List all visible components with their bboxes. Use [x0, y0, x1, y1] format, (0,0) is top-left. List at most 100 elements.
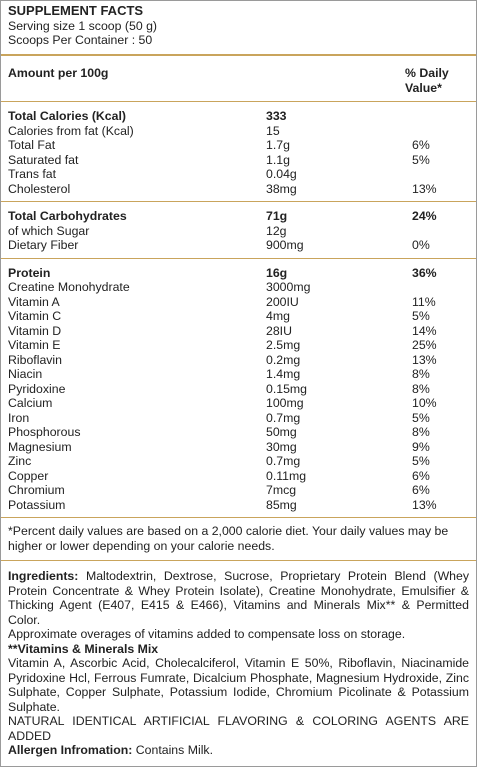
daily-value-header: % Daily Value* [405, 66, 449, 95]
nutrient-row: Riboflavin 0.2mg 13% [8, 353, 469, 368]
overages: Approximate overages of vitamins added t… [8, 627, 406, 641]
nutrient-amount: 1.1g [266, 152, 290, 167]
title: SUPPLEMENT FACTS [8, 3, 144, 18]
nutrient-name: Creatine Monohydrate [8, 280, 130, 294]
nutrient-name: Saturated fat [8, 152, 79, 167]
nutrient-row: Calcium 100mg 10% [8, 396, 469, 411]
nutrient-row: Cholesterol 38mg 13% [8, 182, 469, 197]
nutrient-name: Vitamin A [8, 294, 60, 309]
serving-size: Serving size 1 scoop (50 g) [8, 18, 158, 33]
column-header: Amount per 100g % Daily Value* [1, 56, 476, 102]
nutrient-daily-value: 13% [412, 181, 437, 196]
nutrient-daily-value: 10% [412, 396, 437, 410]
nutrient-row: Total Carbohydrates 71g 24% [8, 209, 469, 224]
nutrient-amount: 28IU [266, 323, 292, 338]
allergen: Allergen Infromation: Contains Milk. [8, 743, 469, 758]
nutrient-name: Calories from fat (Kcal) [8, 123, 134, 138]
nutrient-name: of which Sugar [8, 223, 90, 238]
nutrient-row: Protein 16g 36% [8, 266, 469, 281]
nutrient-daily-value: 25% [412, 338, 437, 352]
nutrient-name: Trans fat [8, 167, 57, 181]
ingredients-text: Maltodextrin, Dextrose, Sucrose, Proprie… [8, 569, 470, 627]
allergen-label: Allergen Infromation: [8, 743, 133, 757]
nutrient-section: Protein 16g 36% Creatine Monohydrate 3000mg V… [1, 259, 476, 518]
nutrient-name: Pyridoxine [8, 381, 66, 396]
nutrient-daily-value: 36% [412, 265, 437, 280]
nutrient-daily-value: 6% [412, 483, 430, 497]
nutrient-name: Total Calories (Kcal) [8, 109, 126, 123]
nutrient-daily-value: 13% [412, 497, 437, 512]
nutrient-name: Potassium [8, 497, 66, 512]
nutrient-name: Phosphorous [8, 425, 81, 439]
nutrient-amount: 50mg [266, 425, 297, 439]
nutrient-amount: 1.4mg [266, 367, 301, 381]
nutrient-daily-value: 24% [412, 209, 437, 223]
nutrient-name: Cholesterol [8, 181, 71, 196]
nutrient-daily-value: 0% [412, 238, 430, 252]
nutrient-amount: 333 [266, 109, 287, 123]
nutrient-row: of which Sugar 12g [8, 224, 469, 239]
nutrient-row: Calories from fat (Kcal) 15 [8, 124, 469, 139]
nutrient-name: Niacin [8, 367, 43, 381]
nutrient-daily-value: 13% [412, 352, 437, 367]
nutrient-daily-value: 5% [412, 309, 430, 323]
nutrient-row: Vitamin E 2.5mg 25% [8, 338, 469, 353]
nutrient-name: Vitamin E [8, 338, 61, 352]
ingredients-label: Ingredients: [8, 569, 79, 583]
nutrient-row: Total Calories (Kcal) 333 [8, 109, 469, 124]
allergen-text: Contains Milk. [135, 743, 213, 757]
nutrient-name: Copper [8, 468, 49, 483]
footnote: *Percent daily values are based on a 2,0… [1, 518, 476, 561]
nutrient-row: Phosphorous 50mg 8% [8, 425, 469, 440]
nutrient-row: Vitamin A 200IU 11% [8, 295, 469, 310]
nutrient-sections: Total Calories (Kcal) 333 Calories from fa… [1, 102, 476, 518]
nutrient-amount: 12g [266, 223, 287, 238]
nutrient-section: Total Carbohydrates 71g 24% of which Sugar 1… [1, 202, 476, 259]
nutrient-name: Total Fat [8, 138, 56, 152]
nutrient-name: Protein [8, 265, 51, 280]
nutrient-daily-value: 6% [412, 138, 430, 152]
nutrient-amount: 30mg [266, 439, 297, 454]
nutrient-name: Iron [8, 410, 30, 425]
nutrient-amount: 0.15mg [266, 381, 308, 396]
nutrient-name: Chromium [8, 483, 65, 497]
nutrient-daily-value: 8% [412, 381, 430, 396]
nutrient-amount: 85mg [266, 497, 297, 512]
nutrient-daily-value: 11% [412, 294, 436, 309]
nutrient-amount: 1.7g [266, 138, 290, 152]
nutrient-amount: 0.2mg [266, 352, 301, 367]
nutrient-row: Total Fat 1.7g 6% [8, 138, 469, 153]
nutrient-amount: 38mg [266, 181, 297, 196]
nutrient-row: Trans fat 0.04g [8, 167, 469, 182]
nutrient-row: Saturated fat 1.1g 5% [8, 153, 469, 168]
nutrient-amount: 3000mg [266, 280, 311, 294]
nutrient-amount: 200IU [266, 294, 299, 309]
ingredients-block: Ingredients: Maltodextrin, Dextrose, Suc… [1, 561, 476, 758]
nutrient-amount: 15 [266, 123, 280, 138]
nutrient-amount: 900mg [266, 238, 304, 252]
nutrient-amount: 7mcg [266, 483, 297, 497]
nutrient-name: Total Carbohydrates [8, 209, 127, 223]
nutrient-name: Calcium [8, 396, 53, 410]
amount-header: Amount per 100g [8, 66, 109, 80]
nutrient-daily-value: 6% [412, 468, 430, 483]
nutrient-daily-value: 5% [412, 410, 430, 425]
nutrient-row: Zinc 0.7mg 5% [8, 454, 469, 469]
nutrient-amount: 2.5mg [266, 338, 301, 352]
nutrient-name: Vitamin C [8, 309, 62, 323]
nutrient-amount: 0.04g [266, 167, 297, 181]
nutrient-row: Vitamin D 28IU 14% [8, 324, 469, 339]
nutrient-row: Creatine Monohydrate 3000mg [8, 280, 469, 295]
nutrient-amount: 0.7mg [266, 410, 301, 425]
nutrient-name: Dietary Fiber [8, 238, 79, 252]
mix-text: Vitamin A, Ascorbic Acid, Cholecalcifero… [8, 656, 469, 714]
nutrient-row: Pyridoxine 0.15mg 8% [8, 382, 469, 397]
nutrient-section: Total Calories (Kcal) 333 Calories from fa… [1, 102, 476, 202]
nutrient-amount: 71g [266, 209, 288, 223]
nutrient-name: Magnesium [8, 439, 72, 454]
nutrient-amount: 100mg [266, 396, 304, 410]
servings-per-container: Scoops Per Container : 50 [8, 33, 153, 47]
nutrient-daily-value: 8% [412, 367, 430, 381]
nutrient-row: Dietary Fiber 900mg 0% [8, 238, 469, 253]
